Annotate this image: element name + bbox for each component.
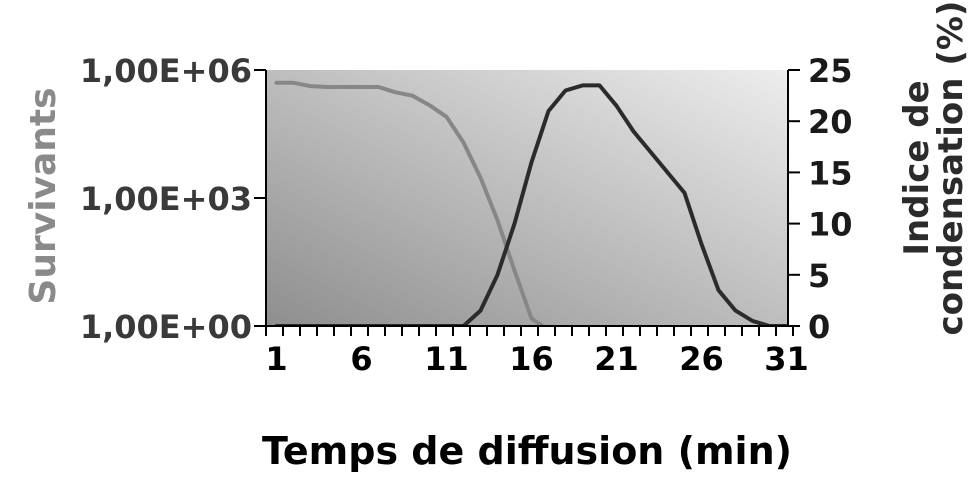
series-survivants-line bbox=[274, 80, 547, 326]
x-tick-label: 1 bbox=[265, 340, 287, 378]
y-right-tick-label: 15 bbox=[808, 154, 853, 192]
axes-layer bbox=[254, 69, 800, 336]
y-right-tick-label: 10 bbox=[808, 206, 853, 244]
x-tick-label: 6 bbox=[350, 340, 372, 378]
tick-labels-layer: 1 6 11 16 21 26 311,00E+001,00E+031,00E+060510… bbox=[80, 52, 853, 378]
x-tick-label: 11 bbox=[424, 340, 469, 378]
y-right-tick-label: 5 bbox=[808, 257, 830, 295]
series-layer bbox=[274, 80, 788, 326]
y-right-axis-title-line2: condensation (%) bbox=[931, 1, 971, 336]
y-left-axis-title: Survivants bbox=[23, 87, 64, 304]
x-tick-label: 26 bbox=[679, 340, 724, 378]
y-right-tick-label: 25 bbox=[808, 52, 853, 90]
x-tick-label: 21 bbox=[594, 340, 639, 378]
y-right-tick-label: 20 bbox=[808, 103, 853, 141]
y-left-tick-label: 1,00E+06 bbox=[80, 52, 252, 90]
y-right-axis-title-line1: Indice de bbox=[897, 80, 937, 255]
x-axis-title: Temps de diffusion (min) bbox=[262, 429, 792, 473]
x-tick-label: 31 bbox=[764, 340, 809, 378]
y-left-tick-label: 1,00E+03 bbox=[80, 180, 252, 218]
series-condensation-line bbox=[274, 83, 788, 326]
y-right-tick-label: 0 bbox=[808, 308, 830, 346]
plot-area bbox=[266, 70, 788, 326]
x-tick-label: 16 bbox=[509, 340, 554, 378]
y-left-tick-label: 1,00E+00 bbox=[80, 308, 252, 346]
